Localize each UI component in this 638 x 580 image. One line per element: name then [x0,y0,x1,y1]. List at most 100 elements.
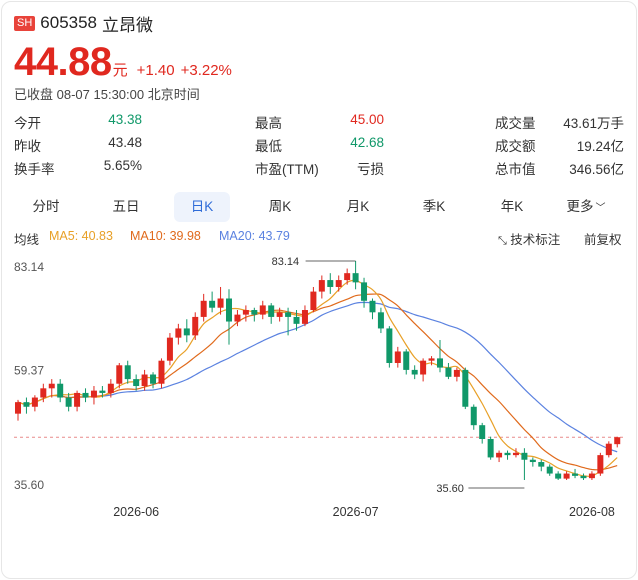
candle-body [546,466,553,474]
tab-label: 五日 [112,199,140,214]
stat-label: 昨收 [14,139,41,154]
candle-body [487,439,494,458]
candle-body [369,300,376,313]
candle-body [512,452,519,456]
stat-value: 346.56亿 [569,162,624,177]
candle-body [453,369,460,377]
legend-ma5: MA5: 40.83 [49,229,113,243]
candle-body [479,425,486,440]
tab-intraday[interactable]: 分时 [18,192,74,222]
legend-title: 均线 [14,233,40,247]
tab-more[interactable]: 更多 ﹀ [558,192,614,222]
candle-body [411,369,418,375]
price-unit: 元 [112,62,128,79]
stat-label: 成交量 [495,116,536,131]
stock-header: SH 605358 立昂微 [14,12,154,35]
stat-label: 总市值 [495,162,536,177]
candle-body [428,358,435,361]
price-change-percent: +3.22% [180,62,232,79]
candle-body [150,374,157,384]
price-row: 44.88 元 +1.40 +3.22% [14,40,232,85]
candle-body [40,388,47,398]
status-text: 已收盘 [14,87,54,102]
stat-value: 43.61万手 [563,116,624,131]
y-tick-label: 83.14 [14,260,44,274]
ma5-line [17,279,618,477]
stat-label: 换手率 [14,162,55,177]
candle-body [529,459,536,463]
stat-label: 最低 [255,139,282,154]
candle-body [99,390,106,393]
tab-monthly-k[interactable]: 月K [330,192,386,222]
candle-body [200,300,207,317]
period-tabs: 分时 五日 日K 周K 月K 季K 年K 更多 ﹀ [12,192,626,222]
stat-value: 42.68 [350,135,384,150]
candle-body [209,300,216,308]
candle-body [23,402,30,407]
candle-body [116,365,123,384]
tab-quarterly-k[interactable]: 季K [406,192,462,222]
candle-body [437,358,443,368]
candle-body [15,402,21,414]
candle-body [470,406,477,426]
stat-label: 市盈(TTM) [255,162,319,177]
stats-grid: 今开 43.38 最高 45.00 成交量 43.61万手 昨收 43.48 最低 42.68 成交… [14,110,626,179]
tab-label: 分时 [32,199,60,214]
candle-body [285,312,292,317]
candle-body [158,360,165,384]
tab-label: 更多 [566,199,594,214]
candle-body [107,383,114,393]
price-change: +1.40 [136,62,175,79]
candle-body [462,369,469,407]
candle-body [614,437,621,445]
candle-body [344,273,351,281]
candle-body [335,280,342,287]
tab-five-day[interactable]: 五日 [98,192,154,222]
stats-row: 昨收 43.48 最低 42.68 成交额 19.24亿 [14,133,626,156]
min-price-label: 35.60 [436,483,464,495]
candle-body [504,452,511,456]
status-timezone: 北京时间 [147,87,200,102]
max-price-label: 83.14 [272,256,300,268]
tab-weekly-k[interactable]: 周K [252,192,308,222]
tab-yearly-k[interactable]: 年K [484,192,540,222]
tech-annotation-label: 技术标注 [510,233,561,247]
candle-body [48,383,55,389]
candle-body [301,310,308,324]
candle-body [377,312,384,329]
candle-body [521,452,528,460]
stat-value: 43.38 [108,112,142,127]
candle-body [597,455,604,474]
adjust-mode-button[interactable]: 前复权 [584,233,622,247]
market-status: 已收盘 08-07 15:30:00 北京时间 [14,84,200,103]
candle-body [555,473,562,479]
candle-body [572,473,579,476]
tech-annotation-toggle[interactable]: ⤡ 技术标注 [498,229,560,248]
candle-body [251,310,258,315]
candle-body [386,328,393,363]
current-price: 44.88 [14,40,112,84]
candle-body [352,273,359,283]
stat-value: 43.48 [108,135,142,150]
legend-ma10: MA10: 39.98 [130,229,201,243]
candle-body [217,298,224,308]
candle-body [166,337,173,361]
tab-label: 季K [422,199,446,214]
candle-body [57,383,64,398]
candle-body [74,392,81,407]
candle-body [183,328,190,336]
candle-body [403,351,410,370]
stock-name: 立昂微 [102,15,154,35]
ma10-line [17,293,618,471]
tab-daily-k[interactable]: 日K [174,192,230,222]
y-tick-label: 59.37 [14,364,44,378]
stat-label: 成交额 [495,139,536,154]
stock-code: 605358 [40,13,98,32]
candle-body [293,316,300,324]
tab-label: 周K [268,199,292,214]
candle-body [445,367,452,377]
candle-body [420,360,427,375]
candle-body [141,374,148,387]
candle-body [124,365,131,380]
